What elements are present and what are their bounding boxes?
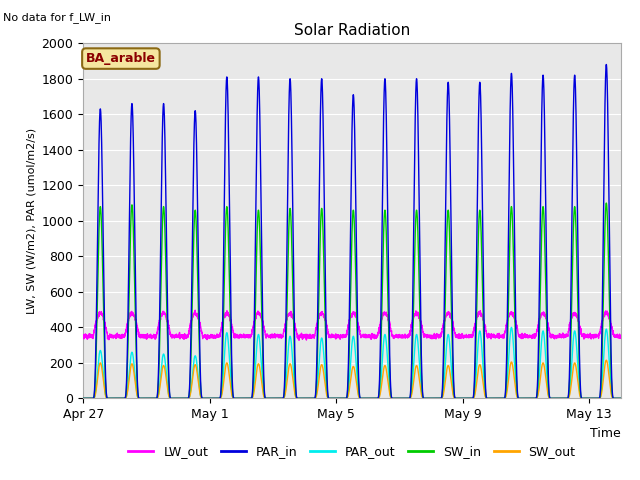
Legend: LW_out, PAR_in, PAR_out, SW_in, SW_out: LW_out, PAR_in, PAR_out, SW_in, SW_out — [124, 440, 580, 463]
X-axis label: Time: Time — [590, 427, 621, 440]
Title: Solar Radiation: Solar Radiation — [294, 23, 410, 38]
Text: No data for f_LW_in: No data for f_LW_in — [3, 12, 111, 23]
Text: BA_arable: BA_arable — [86, 52, 156, 65]
Y-axis label: LW, SW (W/m2), PAR (umol/m2/s): LW, SW (W/m2), PAR (umol/m2/s) — [26, 128, 36, 314]
